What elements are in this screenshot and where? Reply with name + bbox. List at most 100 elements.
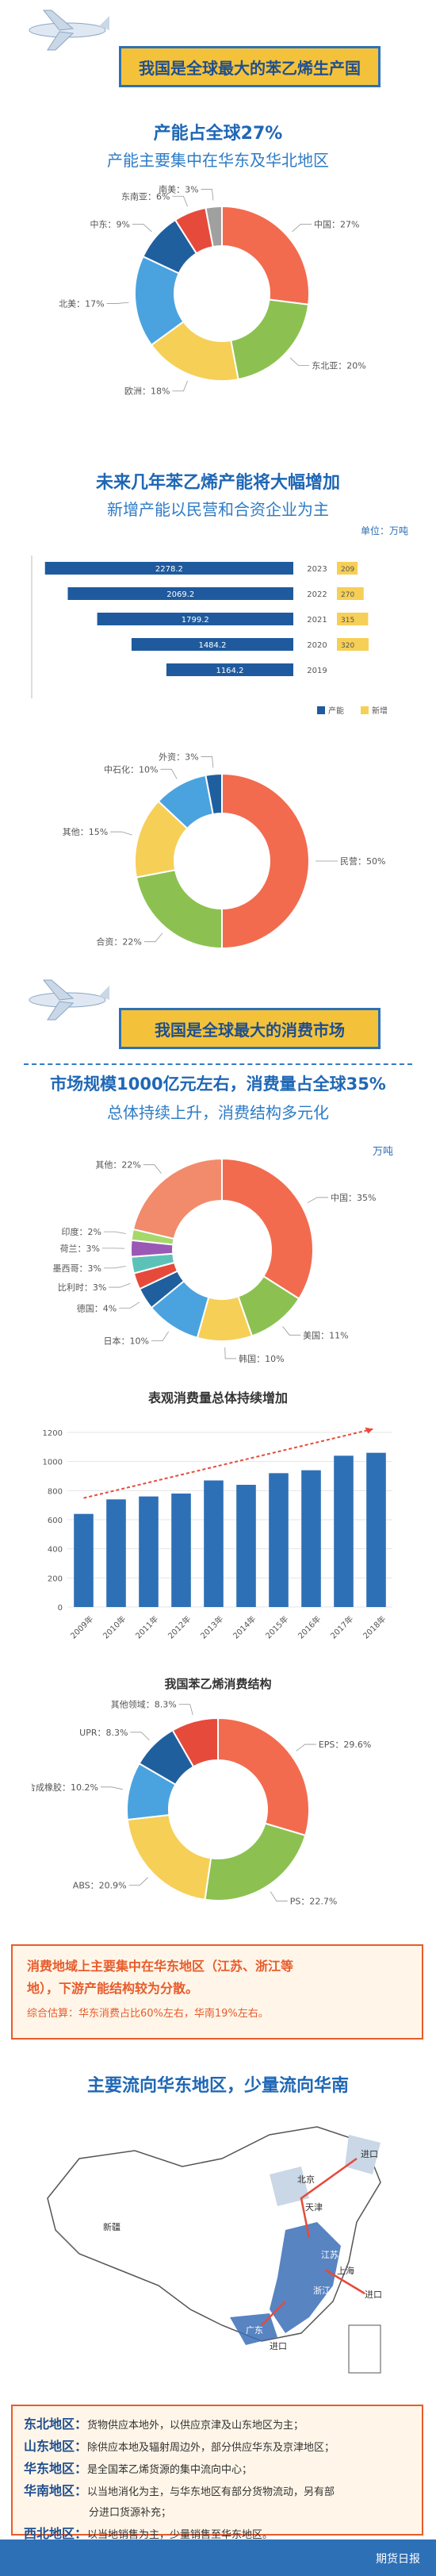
slice-label: ABS：20.9% [73, 1880, 127, 1890]
map-label: 进口 [270, 2341, 287, 2351]
x-tick-label: 2015年 [263, 1613, 290, 1640]
leader-line [282, 1326, 301, 1336]
new-value-label: 270 [341, 591, 354, 599]
new-value-label: 209 [341, 566, 354, 574]
consumption-bar [139, 1496, 159, 1607]
global-consumption-donut: 中国：35% 美国：11% 韩国：10% 日本：10% 德国：4% 比利时：3% 墨西哥：3… [52, 1157, 376, 1364]
pie-slice [132, 1157, 223, 1240]
region-name: 东北地区： [24, 2416, 88, 2432]
leader-line [109, 1282, 131, 1288]
brand-logo: 期货日报 [376, 2553, 420, 2566]
pie-slice [126, 1813, 212, 1901]
slice-label: 东南亚：6% [121, 191, 170, 202]
section1-subline: 产能主要集中在华东及华北地区 [107, 151, 329, 170]
section2-subline: 新增产能以民营和合资企业为主 [107, 500, 329, 519]
leader-line [143, 1164, 162, 1174]
region-text: 除供应本地及辐射周边外，部分供应华东及京津地区； [87, 2442, 335, 2454]
region-text: 货物供应本地外，以供应京津及山东地区为主； [87, 2420, 304, 2432]
leader-line [178, 1704, 193, 1716]
bar-value-label: 1164.2 [216, 667, 243, 675]
y-tick-label: 1000 [43, 1459, 63, 1467]
legend-label: 产能 [328, 706, 344, 716]
y-tick-label: 1200 [43, 1429, 63, 1438]
leader-line [201, 756, 214, 768]
leader-line [103, 1266, 126, 1269]
slice-label: PS：22.7% [290, 1896, 338, 1906]
new-capacity-bar [337, 638, 369, 651]
year-label: 2023 [307, 565, 327, 574]
leader-line [270, 1891, 288, 1901]
pie-slice [205, 772, 223, 816]
trend-arrow [83, 1428, 373, 1499]
pie-slice [217, 1717, 310, 1837]
map-label: 北京 [297, 2174, 315, 2185]
slice-label: 日本：10% [104, 1336, 149, 1347]
map-label: 天津 [305, 2202, 323, 2213]
year-label: 2019 [307, 667, 327, 675]
unit-label: 单位：万吨 [361, 525, 409, 536]
slice-label: 中东：9% [90, 220, 130, 230]
consumption-bar [74, 1513, 94, 1607]
pie-slice [204, 1822, 307, 1901]
slice-label: 韩国：10% [239, 1353, 284, 1364]
leader-line [224, 1347, 237, 1359]
slice-label: 中国：27% [314, 220, 359, 230]
region-text: 以当地消化为主，与华东地区有部分货物流动，另有部 [87, 2486, 335, 2498]
leader-line [132, 224, 152, 233]
consumption-bar [236, 1485, 256, 1607]
map-label: 江苏 [321, 2250, 338, 2260]
consumption-structure-donut: EPS：29.6% PS：22.7% ABS：20.9% 合成橡胶：10.2% UPR：… [32, 1677, 372, 1906]
legend-label: 新增 [372, 706, 388, 716]
section2-headline: 未来几年苯乙烯产能将大幅增加 [95, 473, 340, 493]
section1-headline: 产能占全球27% [153, 124, 283, 144]
region-name: 华东地区： [24, 2461, 88, 2476]
leader-line [307, 1197, 329, 1204]
slice-label: 欧洲：18% [124, 386, 170, 397]
summary-line2: 地），下游产能结构较为分散。 [27, 1981, 199, 1996]
region-row: 华南地区：以当地消化为主，与华东地区有部分货物流动，另有部 [24, 2481, 411, 2503]
footer-bar: 期货日报 [0, 2539, 436, 2576]
year-label: 2020 [307, 641, 327, 650]
airplane-icon [29, 979, 109, 1021]
slice-label: 德国：4% [77, 1302, 117, 1313]
section3-subline: 总体持续上升，消费结构多元化 [107, 1103, 329, 1122]
region-row: 分进口货源补充； [24, 2503, 411, 2524]
map-label: 浙江 [313, 2286, 331, 2296]
slice-label: EPS：29.6% [319, 1740, 372, 1750]
pie-slice [171, 1717, 219, 1768]
capacity-bar [97, 613, 293, 625]
north-region [270, 2167, 309, 2206]
slice-label: 合成橡胶：10.2% [32, 1782, 98, 1793]
region-text: 分进口货源补充； [89, 2507, 172, 2519]
year-label: 2021 [307, 616, 327, 625]
new-capacity-bar [337, 613, 369, 625]
y-tick-label: 200 [48, 1574, 63, 1583]
map-label: 进口 [361, 2149, 378, 2159]
section4-headline: 主要流向华东地区，少量流向华南 [86, 2076, 349, 2096]
new-capacity-donut: 民营：50% 合资：22% 其他：15% 中石化：10%外资：3% [63, 752, 385, 950]
leader-line [160, 768, 178, 779]
flow-arrow [261, 2301, 286, 2326]
slice-label: UPR：8.3% [79, 1728, 128, 1738]
leader-line [143, 932, 163, 943]
trend-arrowhead [365, 1427, 373, 1434]
map-label: 进口 [365, 2290, 382, 2300]
chart-title: 表观消费量总体持续增加 [147, 1390, 288, 1405]
region-name: 华南地区： [24, 2483, 88, 2498]
bar-value-label: 2069.2 [166, 590, 194, 599]
unit-label: 万吨 [373, 1146, 394, 1158]
leader-line [172, 380, 188, 392]
pie-slice [135, 869, 223, 950]
section3-headline: 市场规模1000亿元左右，消费量占全球35% [50, 1075, 386, 1094]
bar-value-label: 1799.2 [182, 616, 209, 625]
x-tick-label: 2016年 [296, 1613, 323, 1640]
y-tick-label: 600 [48, 1517, 63, 1525]
region-row: 西北地区：以当地销售为主，少量销售至华东地区。 [24, 2524, 411, 2546]
region-name: 西北地区： [24, 2526, 88, 2541]
new-capacity-bar [337, 562, 358, 575]
x-tick-label: 2013年 [198, 1613, 225, 1640]
slice-label: 北美：17% [59, 298, 104, 309]
east-region [270, 2222, 341, 2333]
section3-banner: 我国是全球最大的消费市场 [119, 1008, 381, 1049]
new-capacity-bar [337, 587, 364, 600]
